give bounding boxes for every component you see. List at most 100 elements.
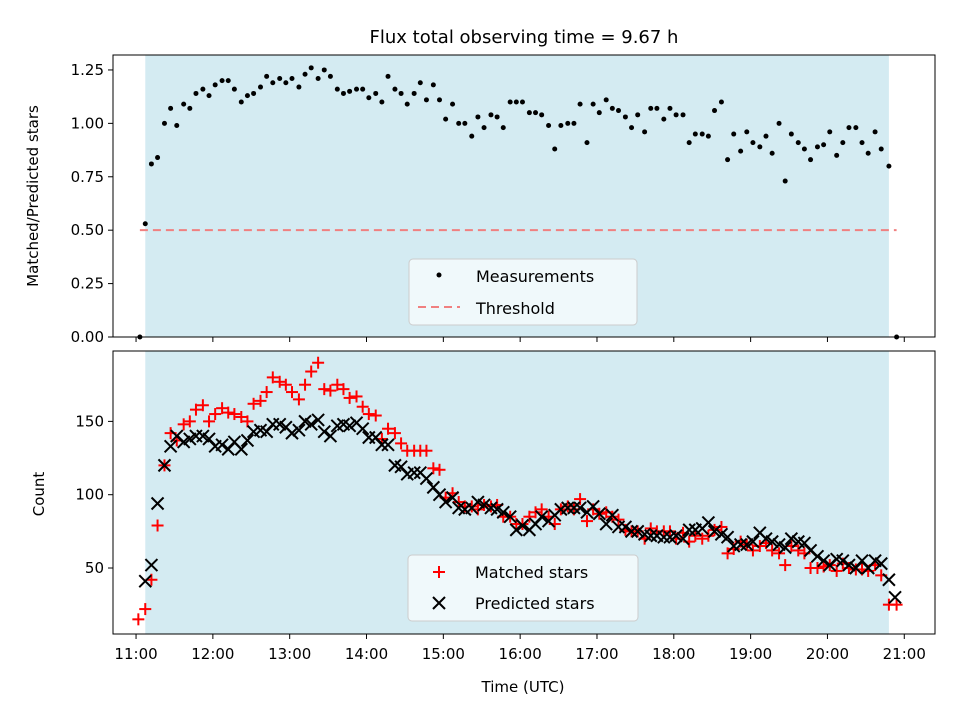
matched-star-point bbox=[388, 427, 401, 440]
measurement-point bbox=[289, 76, 295, 81]
x-tick-label: 14:00 bbox=[345, 645, 388, 663]
matched-star-point bbox=[285, 386, 298, 399]
measurement-point bbox=[558, 123, 564, 128]
matched-star-point bbox=[189, 403, 202, 416]
measurement-point bbox=[494, 114, 500, 120]
measurement-point bbox=[187, 105, 193, 111]
measurement-point bbox=[519, 99, 525, 105]
predicted-star-point bbox=[317, 424, 331, 439]
predicted-star-point bbox=[534, 509, 549, 524]
measurement-point bbox=[321, 67, 327, 73]
matched-star-point bbox=[331, 378, 344, 391]
measurement-point bbox=[686, 140, 692, 146]
measurement-point bbox=[788, 131, 794, 137]
measurement-points bbox=[137, 65, 900, 340]
matched-star-point bbox=[266, 371, 279, 384]
measurement-point bbox=[539, 112, 545, 118]
predicted-star-point bbox=[292, 423, 306, 437]
measurement-point bbox=[699, 131, 705, 137]
predicted-star-point bbox=[503, 509, 517, 524]
legend-box bbox=[407, 554, 639, 622]
x-axis-ticks: 11:00 12:00 13:00 14:00 15:00 16:00 17:00 18:00… bbox=[114, 634, 926, 663]
matched-star-point bbox=[811, 562, 824, 575]
measurement-point bbox=[712, 108, 718, 114]
measurement-point bbox=[430, 82, 436, 88]
x-tick-label: 13:00 bbox=[268, 645, 311, 663]
matched-star-point bbox=[580, 515, 593, 528]
matched-star-point bbox=[644, 522, 657, 535]
predicted-star-point bbox=[599, 517, 613, 531]
measurement-point bbox=[385, 73, 391, 79]
predicted-star-point bbox=[882, 573, 896, 587]
measurement-point bbox=[577, 101, 583, 107]
measurement-point bbox=[308, 65, 314, 71]
measurement-point bbox=[155, 155, 161, 161]
matched-star-point bbox=[753, 540, 766, 553]
matched-star-point bbox=[196, 399, 209, 412]
predicted-star-point bbox=[381, 438, 395, 452]
matched-star-point bbox=[689, 529, 702, 542]
measurement-point bbox=[865, 150, 871, 156]
measurement-point bbox=[533, 110, 539, 116]
predicted-star-point bbox=[733, 537, 748, 552]
measurement-point bbox=[878, 146, 884, 152]
predicted-star-point bbox=[701, 515, 716, 530]
measurement-point bbox=[142, 221, 148, 227]
matched-star-point bbox=[312, 356, 325, 369]
matched-star-point bbox=[209, 408, 222, 421]
measurement-point bbox=[609, 105, 615, 111]
predicted-star-point bbox=[784, 531, 799, 546]
measurement-point bbox=[546, 123, 552, 128]
measurement-point bbox=[392, 86, 398, 92]
y-tick-label: 1.00 bbox=[71, 114, 104, 132]
measurement-point bbox=[423, 97, 429, 103]
matched-star-point bbox=[746, 544, 759, 557]
matched-star-point bbox=[433, 463, 446, 476]
predicted-star-point bbox=[836, 553, 850, 568]
measurement-point bbox=[667, 105, 673, 111]
measurement-point bbox=[456, 120, 462, 126]
measurement-point bbox=[462, 120, 468, 126]
x-tick-label: 11:00 bbox=[114, 645, 157, 663]
axes-frame bbox=[112, 54, 936, 338]
measurement-point bbox=[565, 120, 571, 126]
legend: Matched stars Predicted stars bbox=[407, 554, 639, 622]
measurement-point bbox=[834, 152, 840, 158]
matched-star-point bbox=[830, 564, 843, 577]
y-tick-label: 150 bbox=[75, 412, 104, 430]
matched-star-point bbox=[779, 559, 792, 572]
measurement-point bbox=[692, 131, 698, 137]
matched-star-point bbox=[766, 544, 779, 557]
measurement-point bbox=[705, 133, 711, 139]
predicted-star-point bbox=[720, 530, 735, 544]
top-panel: Flux total observing time = 9.67 h 0.000… bbox=[24, 27, 936, 346]
matched-star-point bbox=[612, 513, 625, 526]
chart-title: Flux total observing time = 9.67 h bbox=[370, 27, 679, 48]
matched-star-point bbox=[529, 506, 542, 519]
predicted-star-point bbox=[592, 507, 606, 521]
matched-star-point bbox=[369, 409, 382, 422]
measurement-point bbox=[808, 157, 814, 163]
measurement-point bbox=[596, 110, 602, 116]
measurement-point bbox=[827, 129, 833, 135]
matched-star-point bbox=[773, 547, 786, 560]
matched-star-point bbox=[183, 415, 196, 428]
predicted-star-point bbox=[778, 540, 792, 555]
measurement-point bbox=[475, 114, 481, 120]
measurement-point bbox=[629, 125, 635, 131]
predicted-star-point bbox=[157, 458, 172, 473]
y-tick-label: 100 bbox=[75, 486, 104, 504]
measurement-point bbox=[872, 129, 878, 135]
measurement-point bbox=[436, 97, 442, 103]
x-tick-label: 19:00 bbox=[729, 645, 772, 663]
predicted-star-point bbox=[150, 496, 165, 511]
predicted-star-point bbox=[375, 438, 389, 452]
predicted-star-point bbox=[842, 558, 856, 572]
measurement-point bbox=[718, 99, 724, 105]
predicted-star-point bbox=[816, 553, 831, 568]
measurement-point bbox=[417, 80, 423, 86]
measurement-point bbox=[296, 84, 302, 90]
measurement-point bbox=[264, 73, 270, 79]
x-tick-label: 20:00 bbox=[806, 645, 849, 663]
